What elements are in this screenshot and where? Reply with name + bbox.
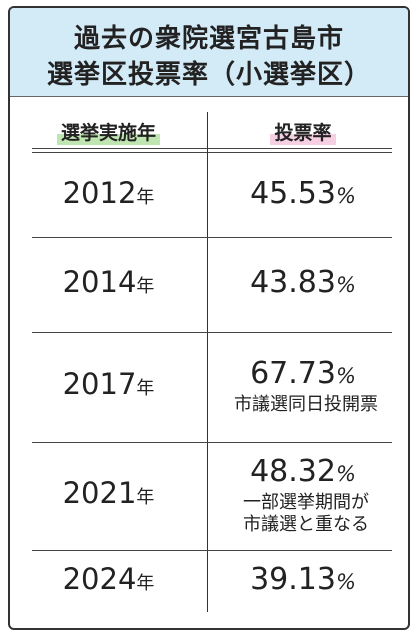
rate: 43.83 [250, 264, 336, 300]
year: 2024 [62, 562, 137, 596]
year: 2012 [62, 175, 137, 210]
header-text: 投票率 [270, 118, 336, 145]
column-divider [207, 112, 208, 612]
year: 2017 [62, 367, 137, 401]
rate: 48.32 [250, 454, 336, 489]
rate-cell: 45.53% [208, 176, 398, 211]
title-line: 選挙区投票率（小選挙区） [46, 60, 371, 90]
note: 市議選同日投開票 [234, 394, 378, 415]
year-cell: 2014年 [10, 265, 207, 299]
year: 2014 [62, 264, 137, 299]
note: 一部選挙期間が [243, 492, 369, 513]
title-line: 過去の衆院選宮古島市 [73, 24, 344, 54]
year-unit: 年 [136, 186, 155, 208]
year-unit: 年 [136, 573, 155, 594]
year-unit: 年 [136, 487, 155, 508]
rate-unit: % [335, 272, 356, 297]
title-band [10, 8, 408, 97]
year-cell: 2017年 [10, 367, 207, 401]
year-unit: 年 [136, 275, 155, 297]
note: 市議選と重なる [243, 514, 369, 535]
column-header: 選挙実施年 [10, 118, 207, 145]
table-frame: 過去の衆院選宮古島市 選挙区投票率（小選挙区） 選挙実施年 投票率 2012年 4… [8, 6, 410, 630]
column-header: 投票率 [208, 118, 398, 145]
year-cell: 2024年 [10, 562, 207, 596]
row-rule [32, 550, 392, 551]
rate: 45.53 [250, 175, 336, 211]
row-rule [32, 332, 392, 333]
header-rule [32, 148, 392, 149]
header-rule [32, 152, 392, 153]
rate-cell: 48.32% [208, 454, 398, 489]
row-rule [32, 442, 392, 443]
header-text: 選挙実施年 [56, 118, 160, 145]
year-cell: 2012年 [10, 176, 207, 210]
year-cell: 2021年 [10, 476, 207, 510]
rate-cell: 39.13% [208, 562, 398, 597]
rate-cell: 67.73% [208, 356, 398, 391]
rate-unit: % [335, 364, 356, 388]
rate-unit: % [335, 183, 356, 208]
year: 2021 [62, 476, 137, 510]
rate-cell: 43.83% [208, 265, 398, 300]
rate-unit: % [335, 570, 356, 594]
rate: 67.73 [250, 356, 336, 391]
rate: 39.13 [250, 562, 336, 597]
row-rule [32, 237, 392, 238]
rate-unit: % [335, 462, 356, 486]
year-unit: 年 [136, 378, 155, 399]
